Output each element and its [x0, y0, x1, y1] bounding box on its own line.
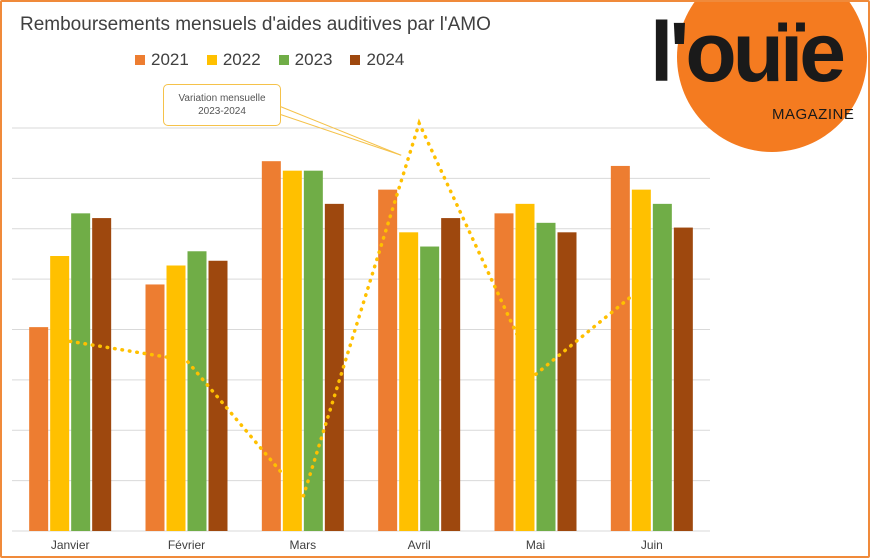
brand-logo: l'ouïe MAGAZINE: [642, 2, 868, 152]
legend-label: 2021: [151, 50, 189, 69]
bar-2022-Février: [166, 265, 186, 531]
bar-2023-Janvier: [71, 213, 91, 531]
bar-2024-Mai: [557, 232, 577, 531]
bar-2021-Juin: [610, 165, 630, 531]
callout-leader: [278, 105, 402, 156]
bar-2021-Janvier: [29, 327, 49, 531]
bars: [29, 161, 693, 532]
legend-item-2023: 2023: [278, 50, 333, 70]
legend-item-2024: 2024: [350, 50, 404, 70]
legend-item-2022: 2022: [206, 50, 261, 70]
bar-2021-Février: [145, 284, 165, 531]
chart-title: Remboursements mensuels d'aides auditive…: [20, 14, 491, 35]
legend-label: 2023: [294, 50, 333, 69]
bar-2023-Juin: [652, 203, 672, 531]
x-tick-label: Mars: [289, 538, 316, 552]
variation-line: [68, 118, 654, 502]
x-tick-label: Juin: [641, 538, 663, 552]
legend: 2021 2022 2023 2024: [135, 50, 404, 70]
bar-2021-Mai: [494, 213, 514, 531]
bar-2022-Mai: [515, 203, 535, 531]
legend-label: 2022: [222, 50, 261, 69]
bar-2022-Janvier: [50, 256, 70, 531]
bar-2022-Mars: [282, 170, 302, 531]
x-tick-label: Mai: [526, 538, 545, 552]
x-axis-labels: Janvier Février Mars Avril Mai Juin: [51, 538, 663, 552]
bar-2022-Juin: [631, 189, 651, 531]
annotation-callout: Variation mensuelle 2023-2024: [163, 84, 281, 126]
gridlines: [12, 127, 710, 532]
legend-swatch: [278, 55, 289, 65]
bar-2023-Avril: [420, 246, 440, 531]
callout-leader-bottom: [278, 113, 402, 156]
bar-2024-Janvier: [92, 218, 112, 532]
bar-2024-Juin: [673, 227, 693, 532]
variation-line-path: [68, 118, 654, 502]
legend-swatch: [135, 55, 145, 65]
bar-2023-Mai: [536, 222, 556, 531]
callout-leader-top: [278, 105, 402, 156]
bar-2023-Mars: [303, 170, 323, 531]
bar-2022-Avril: [399, 232, 419, 531]
logo-wordmark: l'ouïe: [650, 5, 846, 99]
bar-2023-Février: [187, 251, 207, 532]
annotation-line-1: Variation mensuelle: [178, 93, 266, 104]
bar-2024-Avril: [441, 218, 461, 532]
x-tick-label: Avril: [408, 538, 431, 552]
legend-swatch: [350, 55, 361, 65]
x-tick-label: Janvier: [51, 538, 90, 552]
annotation-line-2: 2023-2024: [198, 106, 246, 117]
logo-subtitle: MAGAZINE: [772, 106, 855, 123]
bar-2021-Mars: [261, 161, 281, 531]
legend-swatch: [206, 55, 217, 65]
legend-item-2021: 2021: [135, 50, 189, 70]
logo-orange-disc: [677, 2, 867, 152]
legend-label: 2024: [366, 50, 405, 69]
x-tick-label: Février: [168, 538, 205, 552]
bar-2024-Mars: [324, 203, 344, 531]
bar-2021-Avril: [378, 189, 398, 531]
